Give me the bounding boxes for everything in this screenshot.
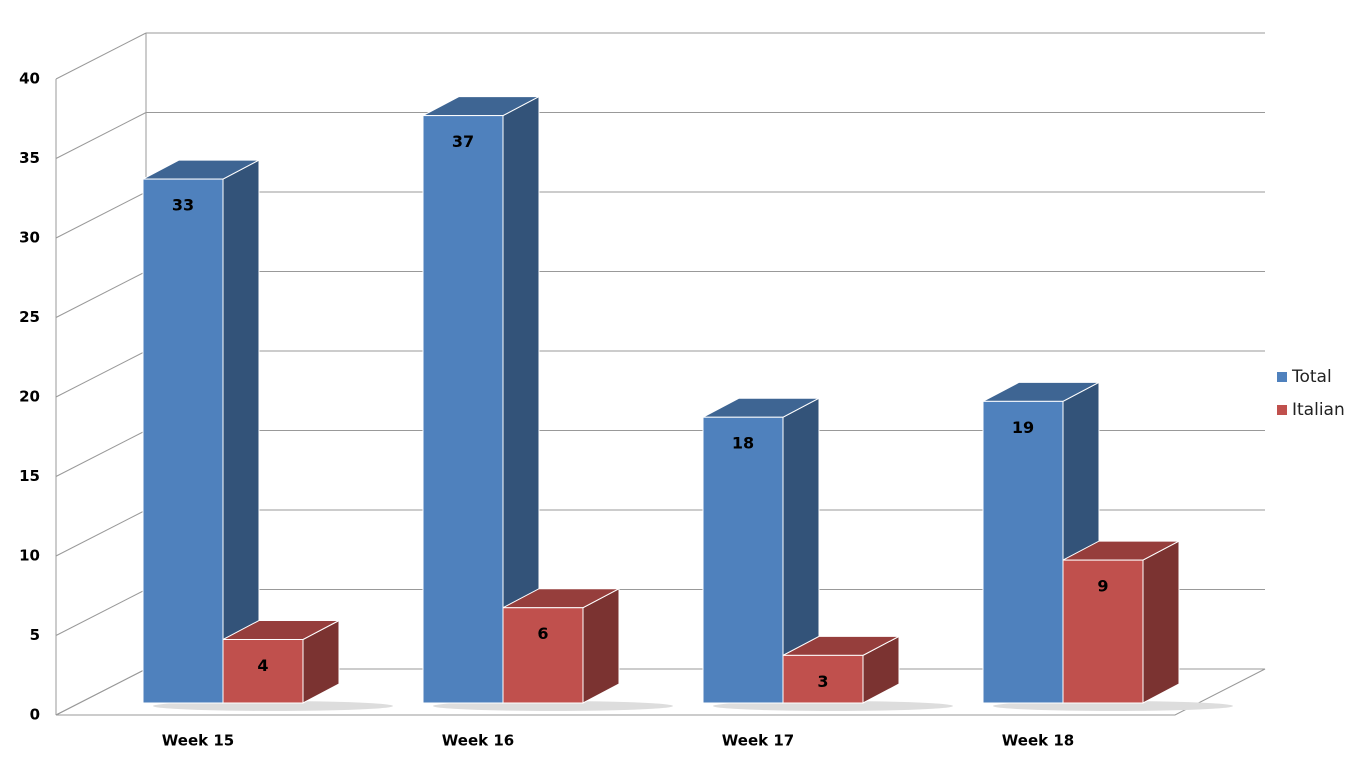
x-tick-label: Week 16 xyxy=(442,732,514,750)
grid-line-side xyxy=(55,271,147,318)
grid-line-side xyxy=(55,589,147,636)
value-label: 9 xyxy=(1097,577,1108,596)
grid-line-side xyxy=(55,668,147,716)
bar xyxy=(222,638,304,704)
value-label: 37 xyxy=(452,132,474,151)
value-label: 33 xyxy=(172,196,194,215)
grid-line-side xyxy=(55,430,147,477)
legend-swatch xyxy=(1277,405,1287,415)
bar-side xyxy=(582,587,620,704)
bar-shadow xyxy=(713,701,953,711)
x-tick-label: Week 15 xyxy=(162,732,234,750)
value-label: 4 xyxy=(257,656,268,675)
y-tick-label: 25 xyxy=(19,308,40,326)
value-label: 18 xyxy=(732,434,754,453)
value-label: 6 xyxy=(537,624,548,643)
value-label: 19 xyxy=(1012,418,1034,437)
grid-line-side xyxy=(55,509,147,557)
y-tick-label: 20 xyxy=(19,388,40,406)
bar xyxy=(142,178,224,704)
bar xyxy=(702,416,784,704)
grid-line-side xyxy=(55,112,147,159)
grid-line-side xyxy=(55,350,147,398)
y-tick-label: 30 xyxy=(19,229,40,247)
y-tick-label: 40 xyxy=(19,70,40,88)
legend-label: Italian xyxy=(1292,400,1345,420)
x-tick-label: Week 18 xyxy=(1002,732,1074,750)
legend-label: Total xyxy=(1291,367,1332,387)
bar xyxy=(782,654,864,704)
bar xyxy=(502,607,584,704)
y-tick-label: 35 xyxy=(19,149,40,167)
bar xyxy=(422,115,504,704)
bar xyxy=(1062,559,1144,704)
grid-line-side xyxy=(55,191,147,239)
y-tick-label: 0 xyxy=(30,706,40,724)
bar-side xyxy=(222,159,260,704)
y-tick-label: 5 xyxy=(30,626,40,644)
bar-side xyxy=(1142,540,1180,704)
value-label: 3 xyxy=(817,672,828,691)
y-tick-label: 10 xyxy=(19,547,40,565)
grid-line-side xyxy=(55,32,147,80)
x-tick-label: Week 17 xyxy=(722,732,794,750)
y-tick-label: 15 xyxy=(19,467,40,485)
legend-swatch xyxy=(1277,372,1287,382)
bar xyxy=(982,400,1064,704)
